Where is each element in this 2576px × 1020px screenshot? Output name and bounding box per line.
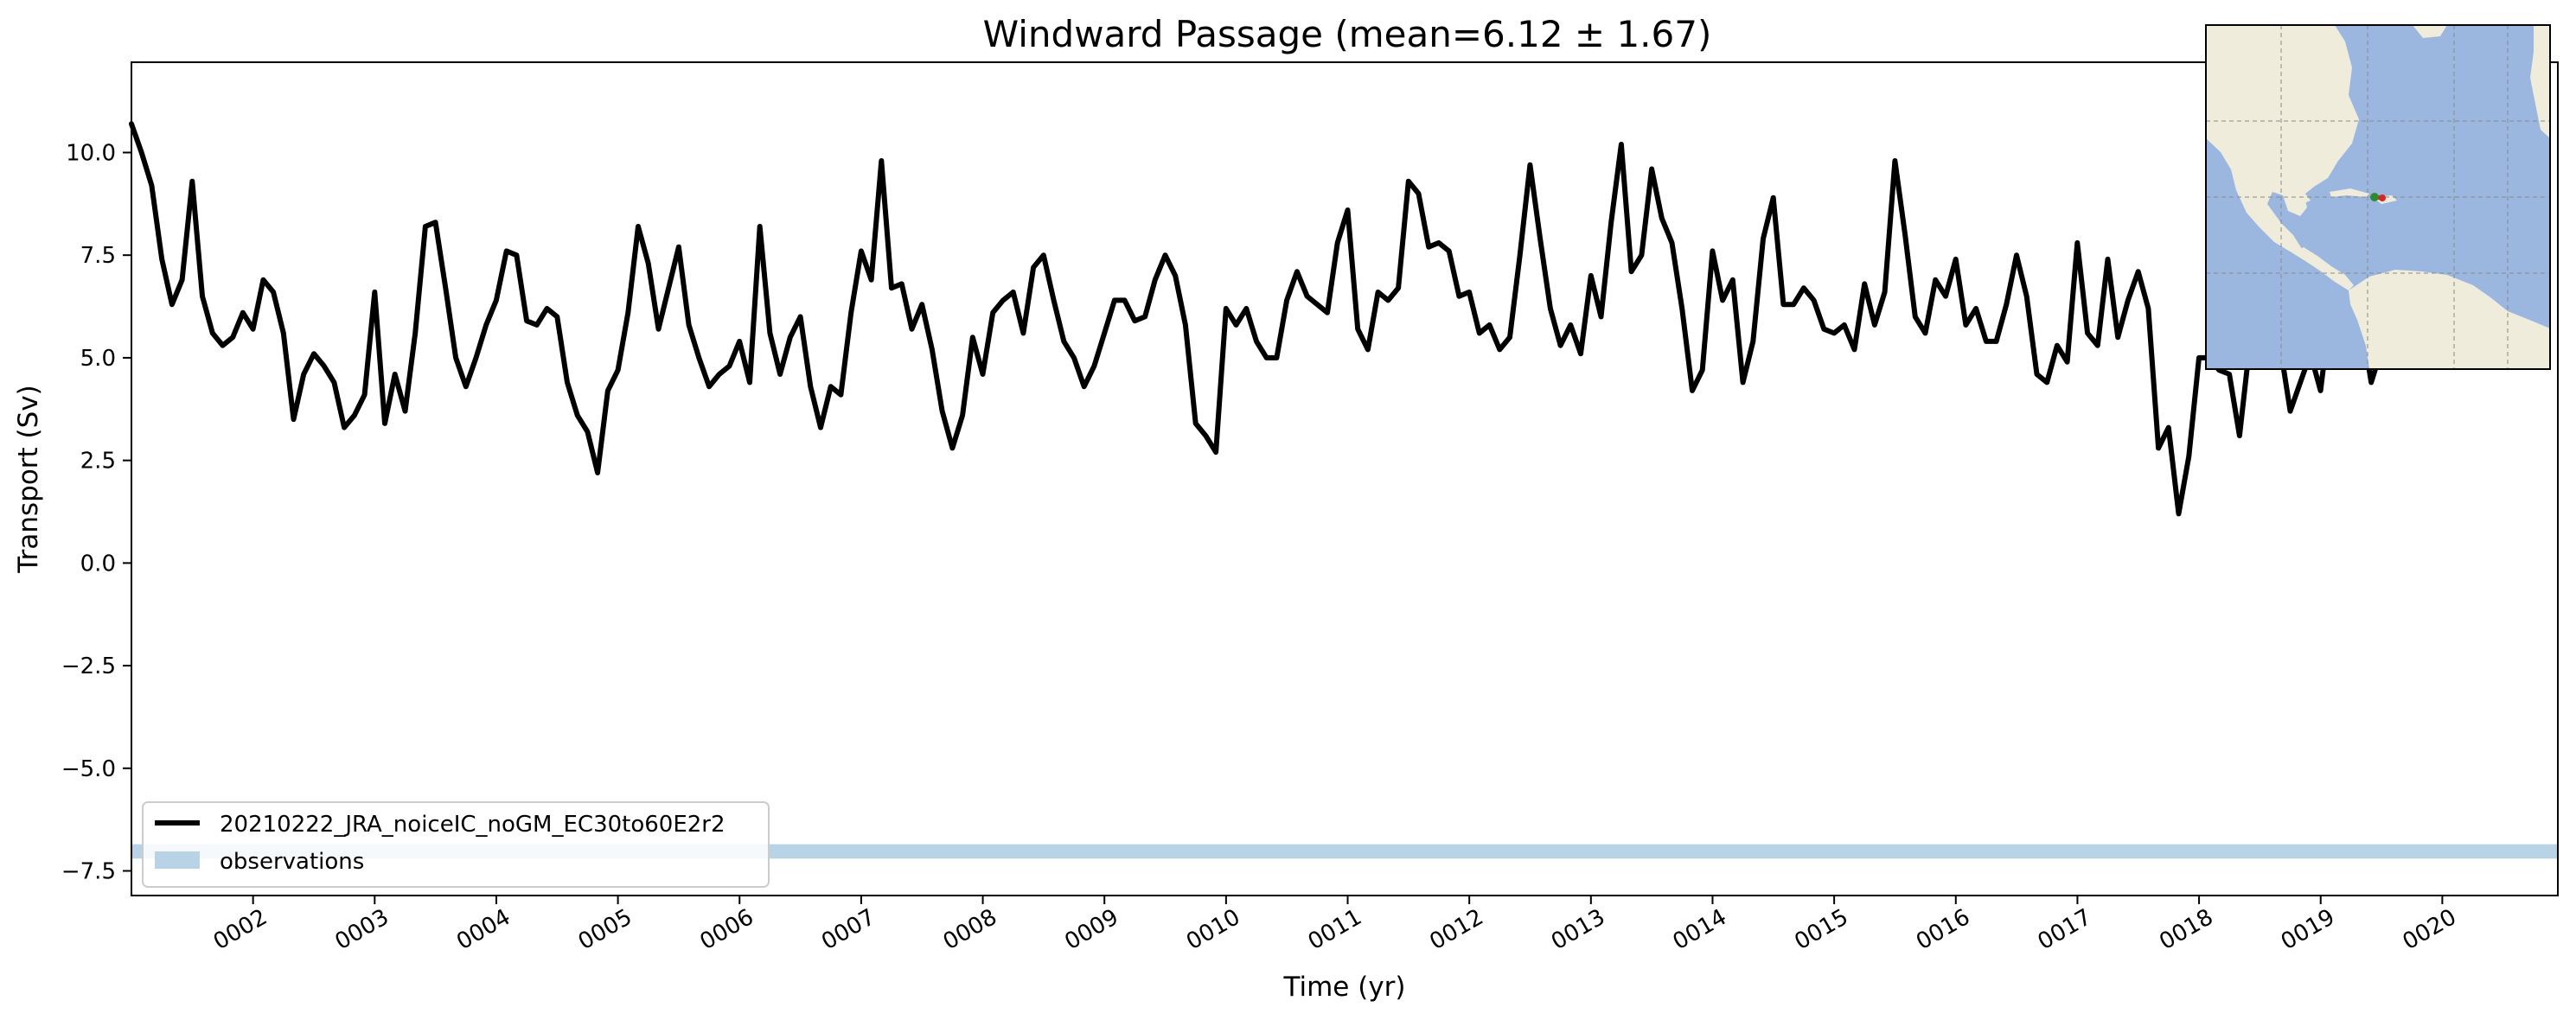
legend-label-observations: observations bbox=[220, 849, 364, 875]
x-tick-label: 0018 bbox=[2155, 904, 2217, 955]
map-gridlines bbox=[2206, 25, 2550, 369]
map-land-north-america bbox=[2206, 25, 2359, 252]
x-tick-label: 0007 bbox=[817, 904, 879, 955]
x-axis-label: Time (yr) bbox=[1283, 972, 1406, 1003]
map-section-end-marker bbox=[2379, 194, 2386, 201]
x-tick-label: 0012 bbox=[1425, 904, 1487, 955]
map-section-start-marker bbox=[2370, 193, 2379, 201]
y-tick-label: 7.5 bbox=[80, 243, 116, 269]
x-axis-ticks: 0002 0003 0004 0005 0006 0007 0008 0009 0010 0011… bbox=[209, 896, 2461, 955]
x-tick-label: 0003 bbox=[330, 904, 393, 955]
y-tick-label: −2.5 bbox=[61, 653, 116, 679]
map-frame bbox=[2205, 24, 2551, 370]
map-land-europe-africa bbox=[2530, 25, 2550, 138]
data-points bbox=[131, 124, 2493, 513]
x-tick-label: 0010 bbox=[1182, 904, 1244, 955]
x-tick-label: 0019 bbox=[2277, 904, 2339, 955]
chart-title: Windward Passage (mean=6.12 ± 1.67) bbox=[983, 13, 1712, 55]
y-axis-label: Transport (Sv) bbox=[13, 385, 44, 574]
x-tick-label: 0017 bbox=[2034, 904, 2096, 955]
x-tick-label: 0005 bbox=[574, 904, 636, 955]
map-land-central-america bbox=[2292, 247, 2354, 290]
plot-area-frame bbox=[131, 61, 2559, 896]
x-tick-label: 0013 bbox=[1547, 904, 1609, 955]
legend-box bbox=[142, 801, 770, 888]
legend-band-swatch bbox=[155, 851, 200, 869]
map-inset bbox=[2205, 24, 2551, 370]
y-tick-label: −7.5 bbox=[61, 859, 116, 885]
map-land-south-america bbox=[2349, 270, 2550, 369]
legend: 20210222_JRA_noiceIC_noGM_EC30to60E2r2 o… bbox=[142, 801, 770, 888]
x-tick-label: 0009 bbox=[1060, 904, 1122, 955]
x-tick-label: 0004 bbox=[452, 904, 515, 955]
map-land-cuba bbox=[2330, 188, 2369, 197]
x-tick-label: 0016 bbox=[1912, 904, 1974, 955]
y-tick-label: 5.0 bbox=[80, 346, 116, 372]
x-tick-label: 0011 bbox=[1304, 904, 1366, 955]
x-tick-label: 0014 bbox=[1669, 904, 1731, 955]
y-axis-ticks: −7.5 −5.0 −2.5 0.0 2.5 5.0 7.5 10.0 bbox=[61, 140, 131, 885]
series-line bbox=[129, 121, 2496, 517]
y-tick-label: 10.0 bbox=[66, 140, 116, 166]
x-tick-label: 0015 bbox=[1790, 904, 1852, 955]
legend-label-model: 20210222_JRA_noiceIC_noGM_EC30to60E2r2 bbox=[220, 812, 725, 838]
x-tick-label: 0006 bbox=[695, 904, 757, 955]
x-tick-label: 0008 bbox=[939, 904, 1001, 955]
y-tick-label: 0.0 bbox=[80, 551, 116, 577]
x-tick-label: 0002 bbox=[209, 904, 272, 955]
y-tick-label: 2.5 bbox=[80, 449, 116, 475]
y-tick-label: −5.0 bbox=[61, 756, 116, 782]
map-land-greenland bbox=[2413, 25, 2447, 38]
x-tick-label: 0020 bbox=[2399, 904, 2461, 955]
